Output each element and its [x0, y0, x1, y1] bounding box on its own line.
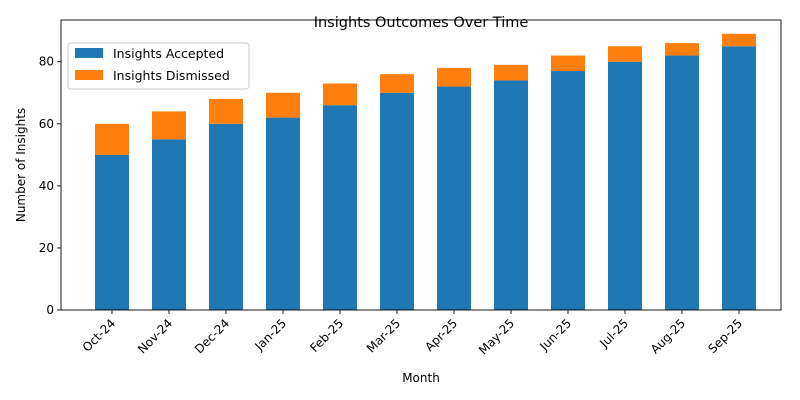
y-tick-label: 0 [46, 303, 54, 317]
bar-dismissed-nov-24 [152, 111, 186, 140]
bar-accepted-jul-25 [608, 61, 642, 311]
legend-box [67, 42, 250, 90]
y-tick-label: 80 [39, 55, 54, 69]
bar-accepted-feb-25 [323, 105, 357, 310]
plot-frame [60, 19, 782, 311]
bar-dismissed-jun-25 [551, 55, 585, 72]
y-tick-label: 40 [39, 179, 54, 193]
bar-accepted-dec-24 [209, 123, 243, 311]
bars-group [95, 33, 756, 311]
x-axis: Oct-24 Nov-24 Dec-24 Jan-25 Feb-25 Mar-25 Apr-… [80, 310, 745, 357]
x-tick-label: Jul-25 [596, 316, 631, 351]
y-tick-label: 60 [39, 117, 54, 131]
bar-accepted-aug-25 [665, 55, 699, 310]
bar-accepted-jan-25 [266, 117, 300, 310]
legend-swatch-accepted [75, 48, 103, 58]
x-tick-label: Jan-25 [252, 316, 290, 354]
bar-dismissed-sep-25 [722, 33, 756, 47]
y-axis-label: Number of Insights [14, 108, 28, 222]
y-axis: 0 20 40 60 80 [39, 55, 61, 317]
bar-accepted-sep-25 [722, 46, 756, 310]
x-tick-label: Mar-25 [364, 316, 403, 355]
x-tick-label: Sep-25 [705, 316, 745, 356]
bar-accepted-may-25 [494, 80, 528, 310]
bar-dismissed-may-25 [494, 64, 528, 81]
bar-dismissed-dec-24 [209, 98, 243, 124]
bar-dismissed-apr-25 [437, 67, 471, 87]
x-tick-label: May-25 [476, 316, 517, 357]
bar-accepted-mar-25 [380, 92, 414, 310]
chart-title: Insights Outcomes Over Time [314, 15, 529, 31]
bar-accepted-apr-25 [437, 86, 471, 311]
x-axis-label: Month [402, 371, 440, 385]
x-tick-label: Feb-25 [307, 316, 346, 355]
bar-dismissed-aug-25 [665, 43, 699, 56]
y-tick-label: 20 [39, 241, 54, 255]
x-tick-label: Nov-24 [135, 316, 175, 356]
bar-accepted-jun-25 [551, 71, 585, 310]
bar-dismissed-feb-25 [323, 83, 357, 106]
x-tick-label: Aug-25 [648, 316, 688, 356]
bar-dismissed-jan-25 [266, 92, 300, 118]
legend-label-accepted: Insights Accepted [113, 46, 224, 61]
legend: Insights Accepted Insights Dismissed [67, 42, 250, 90]
x-tick-label: Jun-25 [536, 316, 574, 354]
bar-dismissed-oct-24 [95, 123, 129, 155]
bar-accepted-oct-24 [95, 154, 129, 310]
legend-swatch-dismissed [75, 70, 103, 80]
x-tick-label: Apr-25 [422, 316, 460, 354]
legend-label-dismissed: Insights Dismissed [113, 68, 230, 83]
bar-accepted-nov-24 [152, 139, 186, 310]
bar-dismissed-mar-25 [380, 74, 414, 93]
bar-dismissed-jul-25 [608, 46, 642, 62]
x-tick-label: Dec-24 [192, 316, 232, 356]
x-tick-label: Oct-24 [80, 316, 118, 354]
